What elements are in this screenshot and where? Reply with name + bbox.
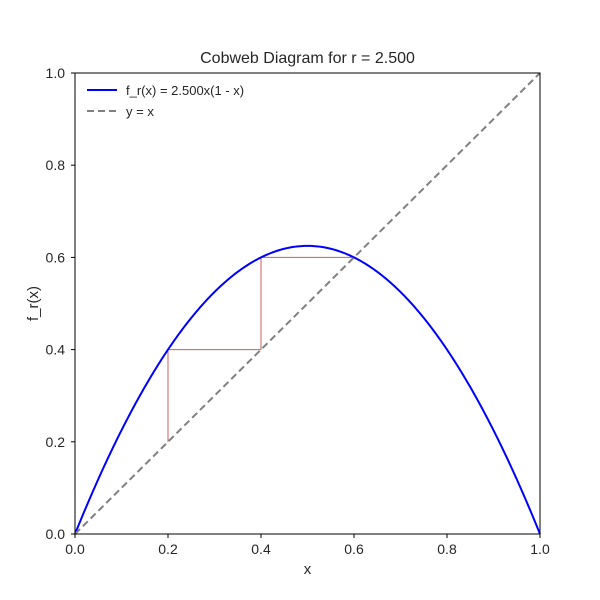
y-tick-label: 0.0 [46,526,66,542]
legend-label: f_r(x) = 2.500x(1 - x) [126,83,244,98]
logistic-curve [74,244,541,535]
y-tick-label: 0.6 [46,249,66,265]
x-tick-label: 0.8 [437,541,457,557]
cobweb-layer [167,256,354,442]
x-tick-label: 0.6 [344,541,364,557]
x-tick-label: 0.0 [65,541,85,557]
x-tick-label: 1.0 [530,541,550,557]
curve-layer [74,72,541,535]
chart-title: Cobweb Diagram for r = 2.500 [200,50,415,67]
y-tick-label: 0.4 [46,342,66,358]
ticks-layer: 0.0 0.2 0.4 0.6 0.8 1.0 0.0 0.2 0.4 0.6 0.8 1.0 [46,65,550,557]
y-tick-label: 0.8 [46,157,66,173]
y-tick-label: 0.2 [46,434,66,450]
plot-frame [74,72,541,535]
y-tick-label: 1.0 [46,65,66,81]
legend-label: y = x [126,104,154,119]
x-tick-label: 0.2 [158,541,178,557]
legend: f_r(x) = 2.500x(1 - x) y = x [87,83,244,119]
y-axis-label: f_r(x) [25,286,42,321]
x-tick-label: 0.4 [251,541,271,557]
x-axis-label: x [304,561,312,578]
identity-line [74,72,541,535]
